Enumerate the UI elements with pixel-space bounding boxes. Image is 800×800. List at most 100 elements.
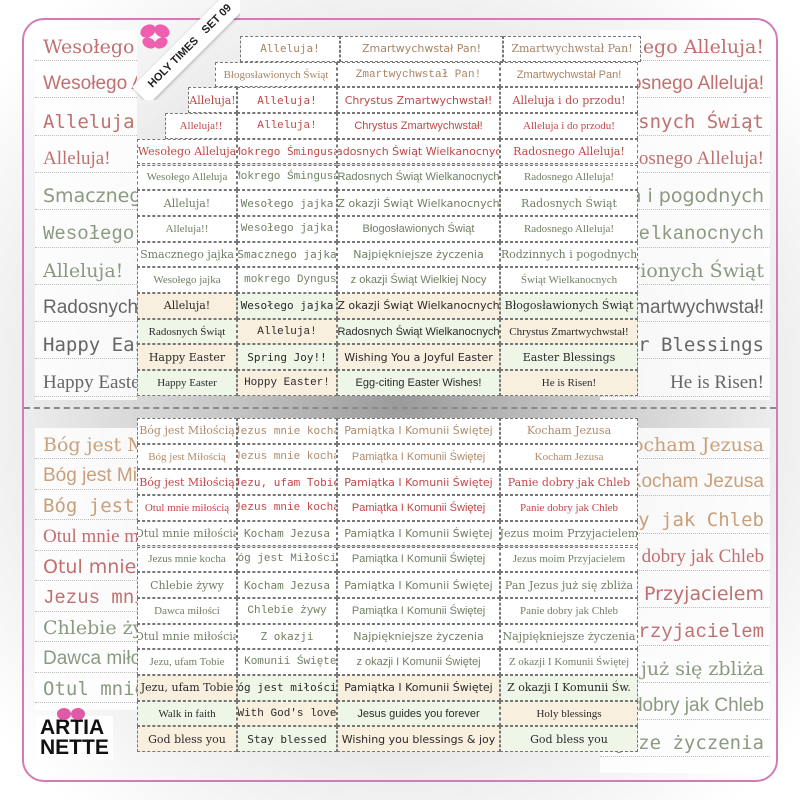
sticker-label: Bóg jest miłością [237,675,337,701]
sticker-label: Rodzinnych i pogodnych [500,241,638,268]
sticker-label: Błogosławionych Świąt [500,293,638,319]
sticker-row: Wesołego jajkai mokrego Dyngusaz okazji … [137,267,638,293]
sticker-label: Pamiątka I Komunii Świętej [337,520,500,547]
sticker-row: Happy Easter Hoppy Easter! Egg-citing East… [137,370,638,396]
background-sticker: Chlebie żywy [35,615,137,642]
background-sticker: Bóg jest Miłością [35,463,137,490]
background-sticker: Wesołego Alleluja [35,34,137,61]
sticker-label: God bless you [137,726,237,753]
sticker-label: Pamiątka I Komunii Świętej [337,675,500,701]
pink-frame [22,18,778,782]
background-sticker: Happy Easter [35,370,137,397]
sticker-label: Panie dobry jak Chleb [500,495,638,521]
logo-line-2: NETTE [40,736,109,759]
sticker-label: Bóg jest Miłością [237,546,337,573]
sticker-label: Radosnych Świąt Wielkanocnych [337,138,500,165]
sticker-label: Najpiękniejsze życzenia [337,241,500,268]
sticker-label: Kocham Jezusa [500,418,638,444]
background-sticker: Świąt Wielkanocnych [600,221,770,248]
sticker-row: Jezu, ufam TobieBóg jest miłościąPamiątk… [137,675,638,701]
sticker-label: Wesołego jajka [237,215,337,242]
sticker-label: Wesołego Alleluja [137,138,237,165]
background-sticker: Dawca miłości [35,646,137,673]
background-sticker: Radosnego Alleluja! [600,71,770,99]
sticker-label: Radosnych Świąt Wielkanocnych [337,318,500,345]
background-sticker: Radosnego Alleluja! [600,34,770,61]
sticker-row: Otul mnie miłością Jezus mnie kocha Pamiąt… [137,495,638,521]
background-sheet-bottom-right: Kocham Jezusa Kocham Jezusa Panie dobry ja… [600,428,770,773]
sticker-label: Radosnego Alleluja! [500,164,638,191]
sticker-label: Happy Easter [137,344,237,371]
background-sticker: Alleluja! [35,258,137,285]
background-sticker: Rodzinnych i pogodnych [600,183,770,211]
sticker-label: Pamiątka I Komunii Świętej [337,469,500,496]
sticker-label: i mokrego Dyngusa [237,267,337,293]
sticker-row: Bóg jest Miłością Jezu, ufam Tobie Pamiątk… [137,469,638,496]
sticker-label: Otul mnie miłością [137,623,237,650]
background-sticker: Kocham Jezusa [600,469,770,497]
sticker-label: Hoppy Easter! [237,370,337,396]
sticker-row: Dawca miłości Chlebie żywy Pamiątka I Komu… [137,597,638,624]
background-sticker: Otul mnie miłością [35,676,137,703]
sticker-label: Alleluja! [237,113,337,139]
sticker-label: Easter Blessings [500,344,638,371]
sticker-label: Z okazji [237,623,337,650]
sticker-label: God bless you [500,726,638,753]
sticker-row: Jezu, ufam TobieI Komunii Świętejz okazj… [137,649,638,675]
sticker-row: Bóg jest Miłością Jezus mnie kocha Pamiątk… [137,443,638,470]
sticker-label: Z okazji I Komunii Św. [500,675,638,701]
sticker-label: With God's love [237,700,337,727]
sticker-row: Otul mnie miłością Kocham Jezusa Pamiątka … [137,520,638,547]
background-sticker: Błogosławionych Świąt [600,258,770,285]
sticker-label: Alleluja!! [165,113,237,139]
background-sticker: Smacznego jajka [35,183,137,211]
background-sticker: Bóg jest Miłością [35,493,137,520]
sticker-label: Pamiątka I Komunii Świętej [337,495,500,521]
sticker-label: Jesus guides you forever [337,700,500,727]
sticker-label: Smacznego jajka [137,241,237,268]
sticker-label: Alleluja! [137,293,237,319]
sticker-label: Bóg jest Miłością [137,469,237,496]
sticker-label: Zmartwychwstał Pan! [337,61,500,88]
sticker-label: Alleluja! [237,87,337,114]
sticker-label: Holy blessings [500,700,638,727]
sticker-row: Chlebie żywy Kocham Jezusa Pamiątka I Komu… [137,572,638,598]
sticker-label: Błogosławionych Świąt [337,215,500,242]
background-sticker: Bóg jest Miłością [35,432,137,459]
sticker-label: Z okazji Świąt Wielkanocnych [337,293,500,319]
background-sticker: Otul mnie miłością [35,554,137,581]
sticker-label: Zmartwychwstał Pan! [503,36,641,62]
sticker-label: Dawca miłości [137,597,237,624]
sticker-label: Chrystus Zmartwychwstał! [500,318,638,345]
sticker-label: Alleluja! [137,190,237,216]
sticker-label: Pan Jezus już się zbliża [500,572,638,598]
sticker-label: Pamiątka I Komunii Świętej [337,443,500,470]
sticker-label: Mokrego Śmingusa [237,138,337,165]
sticker-label: Kocham Jezusa [500,443,638,470]
sticker-label: Zmartwychwstał Pan! [500,61,638,88]
sticker-label: z okazji Świąt Wielkiej Nocy [337,267,500,293]
sticker-row: Alleluja! Zmartwychwstał Pan! Zmartwychwst… [238,36,641,62]
background-sticker: Radosnych Świąt [35,295,137,323]
sticker-label: Alleluja i do przodu! [500,87,638,114]
sticker-label: Wishing You a Joyful Easter [337,344,500,371]
sticker-label: Radosnych Świąt [500,190,638,216]
sticker-label: Stay blessed [237,726,337,753]
background-sheet-top-left: Wesołego Alleluja Wesołego Alleluja Allelu… [35,30,137,400]
background-sticker: Alleluja! [35,109,137,136]
background-sheet-bottom-left: Bóg jest Miłością Bóg jest Miłością Bóg je… [35,428,137,710]
cut-line-divider [24,407,776,409]
sticker-label: Z okazji I Komunii Świętej [500,649,638,675]
sticker-label: Egg-citing Easter Wishes! [337,370,500,396]
sticker-row: Alleluja! Alleluja! Chrystus Zmartwychwsta… [188,87,638,114]
background-sticker: Otul mnie miłością [35,524,137,551]
sticker-label: Alleluja! [237,318,337,345]
sticker-label: Panie dobry jak Chleb [500,597,638,624]
sticker-row: Alleluja!! Alleluja! Chrystus Zmartwychwst… [165,113,638,139]
background-sticker: Wesołego Alleluja [35,71,137,99]
sticker-label: Wesołego jajka [137,267,237,293]
sticker-label: Pamiątka I Komunii Świętej [337,572,500,598]
sticker-row: Radosnych Świąt Alleluja! Radosnych Świąt … [137,318,638,345]
sticker-label: He is Risen! [500,370,638,396]
sticker-label: Pamiątka I Komunii Świętej [337,597,500,624]
